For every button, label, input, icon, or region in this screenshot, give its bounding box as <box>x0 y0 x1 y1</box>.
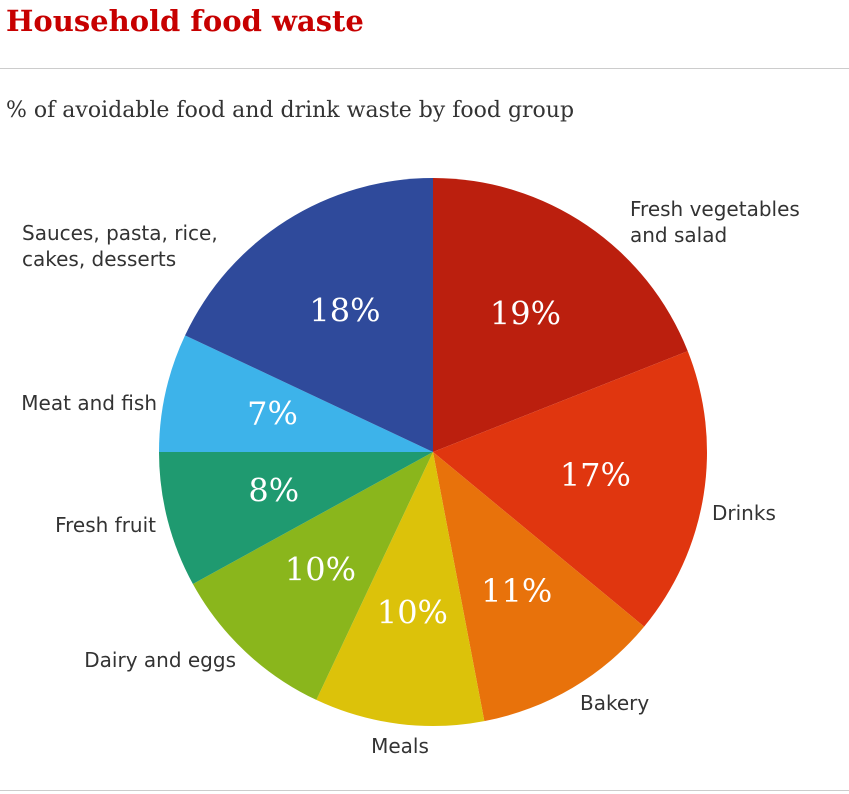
chart-title: Household food waste <box>6 4 364 38</box>
category-label: Fresh fruit <box>55 513 156 537</box>
pie-slice <box>316 452 485 726</box>
data-label: 19% <box>490 295 561 333</box>
data-label: 8% <box>248 471 299 509</box>
data-label: 10% <box>377 594 448 632</box>
pie-slice <box>185 178 433 452</box>
data-label: 18% <box>309 292 380 330</box>
category-label: Dairy and eggs <box>84 648 236 672</box>
pie-slice <box>433 452 645 722</box>
category-label: Drinks <box>712 501 776 525</box>
data-label: 7% <box>247 395 298 433</box>
pie-slice <box>159 452 433 585</box>
pie-slice <box>433 351 707 627</box>
category-label: Fresh vegetables and salad <box>630 197 800 247</box>
data-label: 11% <box>481 572 552 610</box>
pie-slice <box>192 452 433 700</box>
data-label: 10% <box>285 550 356 588</box>
rule <box>0 790 849 791</box>
category-label: Meals <box>371 734 429 758</box>
chart-subtitle: % of avoidable food and drink waste by f… <box>6 98 575 123</box>
category-label: Meat and fish <box>21 391 157 415</box>
category-label: Bakery <box>580 691 650 715</box>
pie-slice <box>159 335 433 452</box>
pie-slice <box>433 178 688 452</box>
data-label: 17% <box>560 456 631 494</box>
category-label: Sauces, pasta, rice, cakes, desserts <box>22 221 218 271</box>
rule <box>0 68 849 69</box>
